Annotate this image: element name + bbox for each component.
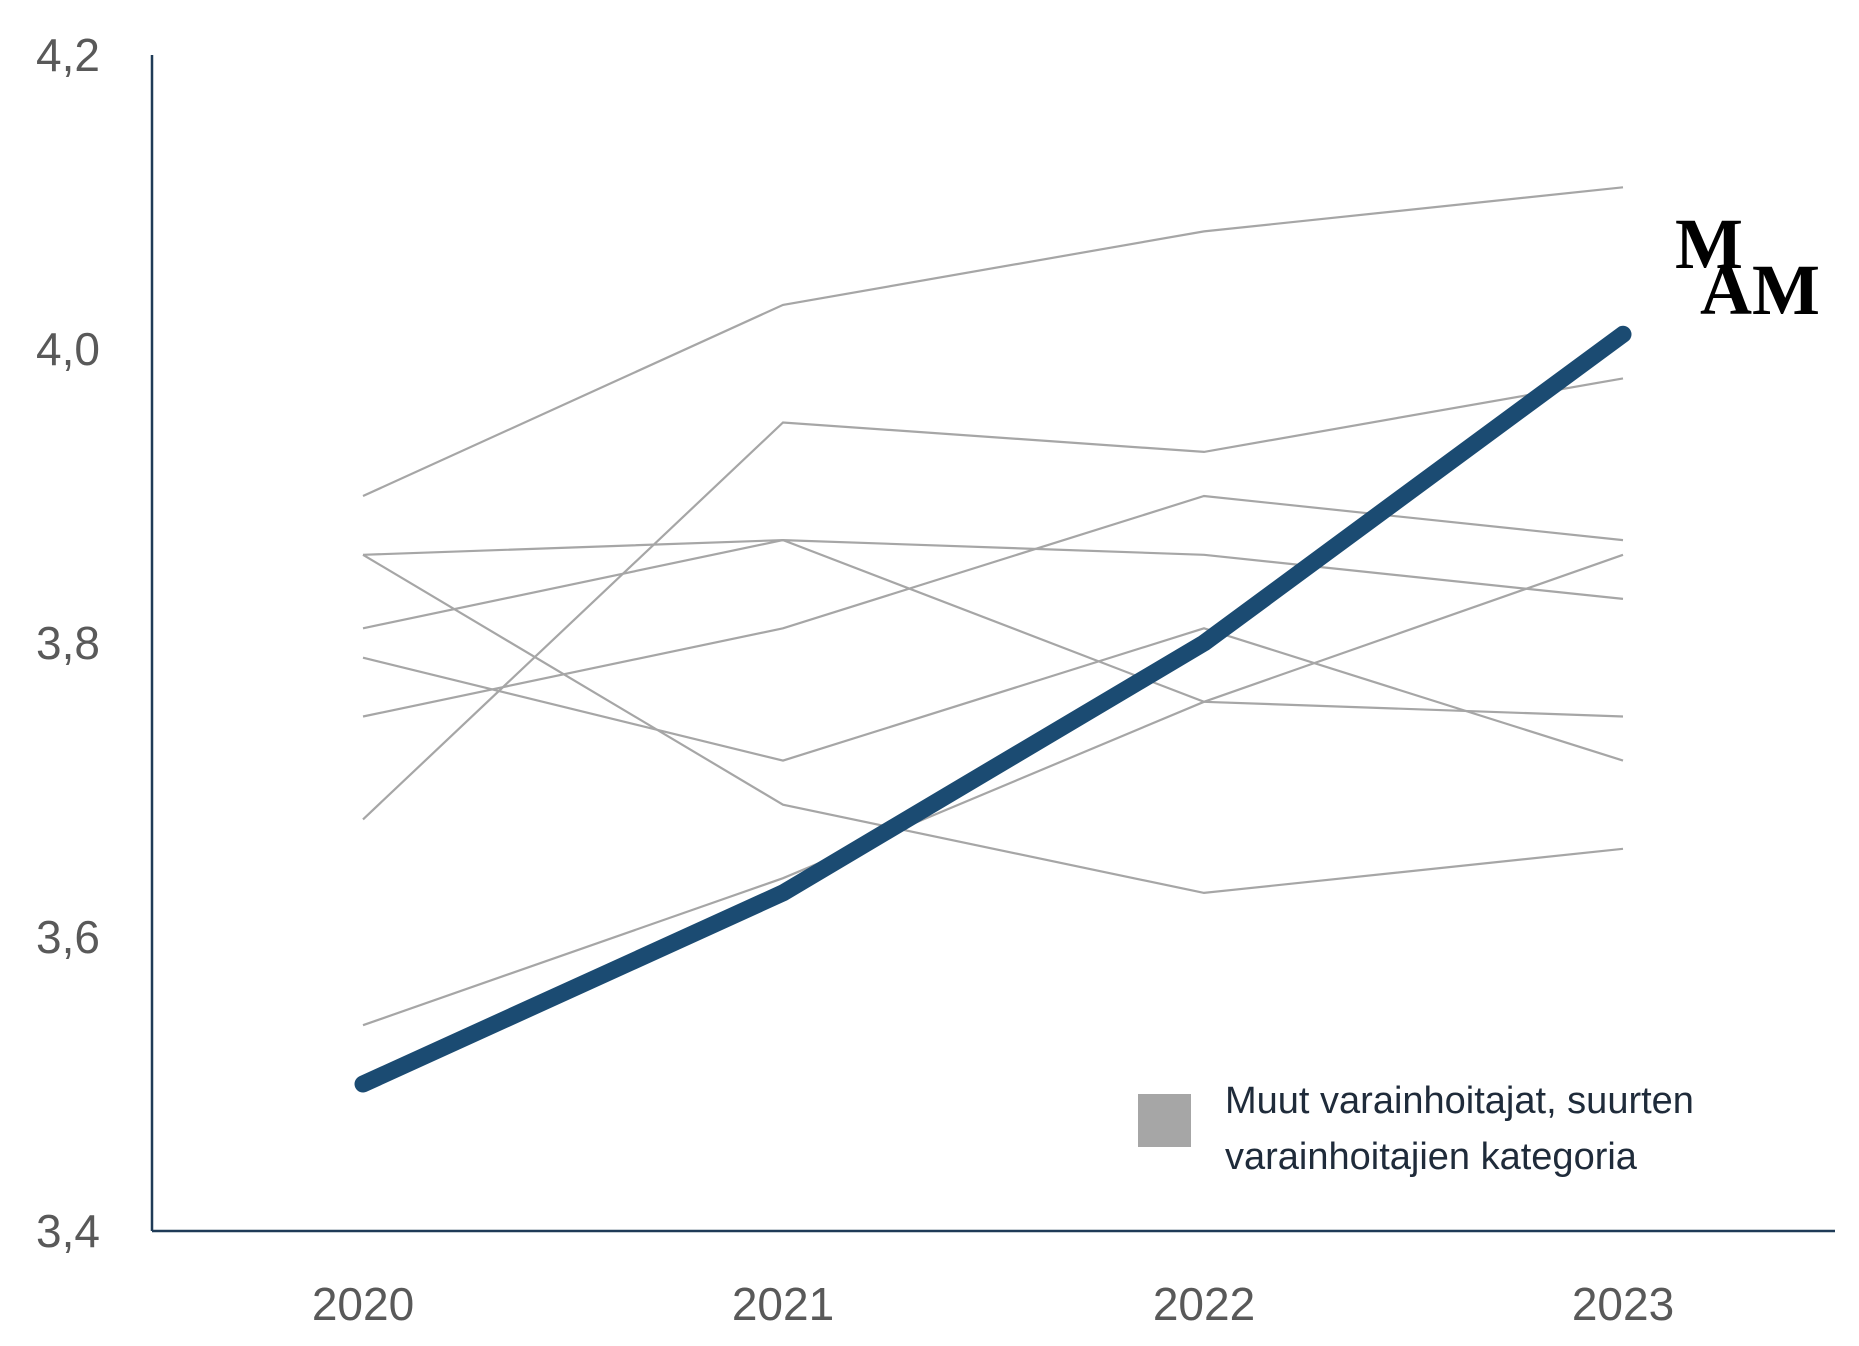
x-axis-tick-labels: 2020 2021 2022 2023: [312, 1278, 1674, 1330]
y-tick-label: 3,4: [36, 1205, 100, 1257]
x-tick-label: 2020: [312, 1278, 414, 1330]
legend-label-line2: varainhoitajien kategoria: [1225, 1136, 1638, 1178]
y-tick-label: 4,2: [36, 29, 100, 81]
peer-series-line: [362, 627, 1624, 762]
peer-series-line: [362, 494, 1624, 718]
legend-swatch: [1138, 1094, 1191, 1147]
peer-series-line: [362, 553, 1624, 895]
y-axis-tick-labels: 3,4 3,6 3,8 4,0 4,2: [36, 29, 100, 1257]
logo-bottom-text: AM: [1700, 250, 1820, 330]
y-tick-label: 3,8: [36, 617, 100, 669]
x-tick-label: 2022: [1153, 1278, 1255, 1330]
peer-series-line: [362, 553, 1624, 1027]
peer-series-line: [362, 538, 1624, 600]
highlight-series-line: [354, 325, 1632, 1093]
peer-series-line: [362, 186, 1624, 498]
legend-label-line1: Muut varainhoitajat, suurten: [1225, 1080, 1694, 1122]
x-tick-label: 2021: [732, 1278, 834, 1330]
logo-top-text: M: [1675, 204, 1743, 284]
peer-series-lines: [362, 186, 1624, 1027]
y-tick-label: 3,6: [36, 911, 100, 963]
peer-series-line: [362, 538, 1624, 718]
x-tick-label: 2023: [1572, 1278, 1674, 1330]
legend: Muut varainhoitajat, suurten varainhoita…: [1138, 1080, 1694, 1178]
y-tick-label: 4,0: [36, 323, 100, 375]
mam-series-line: [354, 325, 1632, 1093]
mam-logo: M AM: [1675, 204, 1820, 330]
peer-series-line: [362, 377, 1624, 821]
